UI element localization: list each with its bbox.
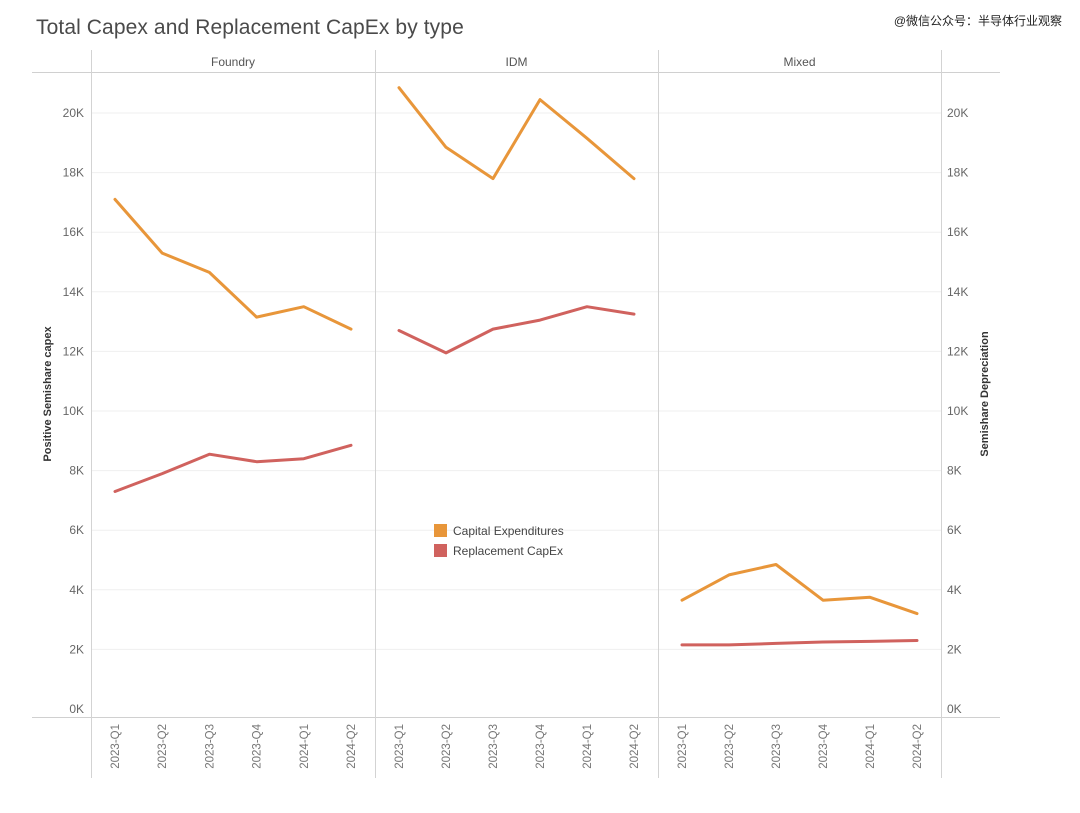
x-tick-label: 2023-Q4 <box>818 723 830 768</box>
watermark: @微信公众号：半导体行业观察 <box>893 14 1062 28</box>
x-tick-label: 2024-Q2 <box>629 724 641 769</box>
x-tick-label: 2024-Q1 <box>299 724 311 769</box>
x-tick-label: 2023-Q2 <box>157 724 169 769</box>
y-tick-label-left: 12K <box>63 344 84 358</box>
x-tick-label: 2023-Q3 <box>204 724 216 769</box>
legend: Capital Expenditures Replacement CapEx <box>434 524 564 558</box>
y-tick-label-right: 12K <box>947 344 968 358</box>
y-axis-left: 0K 2K 4K 6K 8K 10K 12K 14K 16K 18K 20K <box>63 106 84 716</box>
y-tick-label-right: 18K <box>947 166 968 180</box>
y-axis-left-title: Positive Semishare capex <box>42 326 54 462</box>
x-tick-label: 2023-Q4 <box>535 723 547 768</box>
series-line-foundry-replacement-capex <box>113 443 353 493</box>
panel-label-foundry: Foundry <box>211 55 255 69</box>
y-tick-label-left: 20K <box>63 106 84 120</box>
panel-labels: Foundry IDM Mixed <box>211 55 816 69</box>
y-tick-label-left: 18K <box>63 166 84 180</box>
y-tick-label-left: 4K <box>69 583 84 597</box>
series-line-idm-replacement-capex <box>397 305 636 355</box>
y-tick-label-right: 0K <box>947 702 962 716</box>
y-tick-label-left: 6K <box>69 523 84 537</box>
x-tick-label: 2024-Q2 <box>912 724 924 769</box>
x-tick-label: 2024-Q1 <box>865 724 877 769</box>
x-tick-label: 2024-Q2 <box>346 724 358 769</box>
x-tick-label: 2023-Q1 <box>110 724 122 769</box>
series-layer <box>113 86 919 647</box>
legend-label: Capital Expenditures <box>453 524 564 538</box>
chart-title: Total Capex and Replacement CapEx by typ… <box>36 16 464 39</box>
legend-swatch <box>434 544 447 557</box>
x-tick-label: 2023-Q2 <box>724 724 736 769</box>
series-line-foundry-capital-expenditures <box>113 197 353 331</box>
x-tick-label: 2024-Q1 <box>582 724 594 769</box>
y-tick-label-left: 2K <box>69 642 84 656</box>
x-tick-label: 2023-Q3 <box>771 724 783 769</box>
series-line-idm-capital-expenditures <box>397 86 636 181</box>
y-tick-label-right: 6K <box>947 523 962 537</box>
panel-label-mixed: Mixed <box>783 55 815 69</box>
legend-swatch <box>434 524 447 537</box>
y-axis-right: 0K 2K 4K 6K 8K 10K 12K 14K 16K 18K 20K <box>947 106 968 716</box>
y-tick-label-right: 8K <box>947 464 962 478</box>
grid-layer <box>91 112 941 650</box>
series-line-mixed-replacement-capex <box>680 639 919 647</box>
legend-label: Replacement CapEx <box>453 544 563 558</box>
y-tick-label-right: 2K <box>947 642 962 656</box>
x-tick-label: 2023-Q4 <box>252 723 264 768</box>
y-tick-label-right: 16K <box>947 225 968 239</box>
x-axis-ticks: 2023-Q1 2023-Q2 2023-Q3 2023-Q4 2024-Q1 2024-… <box>110 723 924 768</box>
x-tick-label: 2023-Q2 <box>441 724 453 769</box>
panel-label-idm: IDM <box>506 55 528 69</box>
x-tick-label: 2023-Q3 <box>488 724 500 769</box>
x-tick-label: 2023-Q1 <box>394 724 406 769</box>
y-tick-label-right: 4K <box>947 583 962 597</box>
y-tick-label-left: 10K <box>63 404 84 418</box>
y-tick-label-right: 10K <box>947 404 968 418</box>
y-tick-label-left: 0K <box>69 702 84 716</box>
x-tick-label: 2023-Q1 <box>677 724 689 769</box>
y-axis-right-title: Semishare Depreciation <box>979 331 991 457</box>
y-tick-label-right: 20K <box>947 106 968 120</box>
series-line-mixed-capital-expenditures <box>680 563 919 616</box>
frame-layer <box>32 50 1000 778</box>
y-tick-label-right: 14K <box>947 285 968 299</box>
y-tick-label-left: 14K <box>63 285 84 299</box>
y-tick-label-left: 8K <box>69 464 84 478</box>
y-tick-label-left: 16K <box>63 225 84 239</box>
